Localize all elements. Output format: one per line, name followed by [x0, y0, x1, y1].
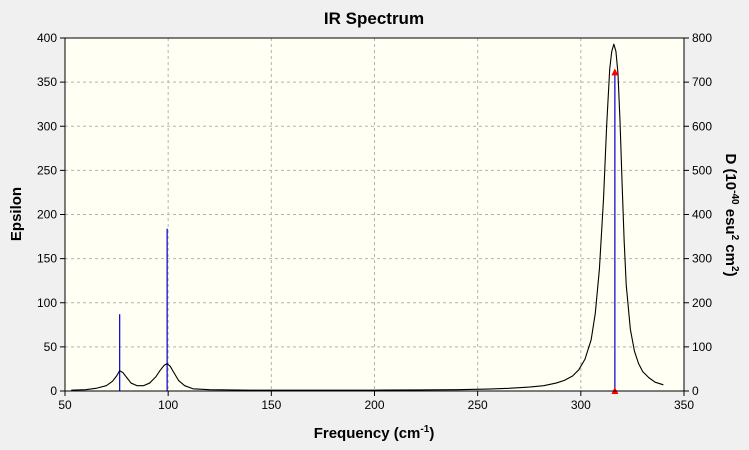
y2-tick-label: 100 — [692, 340, 712, 354]
x-axis-label: Frequency (cm-1) — [314, 424, 435, 442]
chart-title: IR Spectrum — [324, 9, 424, 28]
y2-label-prefix: D (10 — [722, 153, 739, 190]
y-tick-label: 200 — [37, 208, 57, 222]
y2-tick-label: 0 — [692, 384, 699, 398]
y2-axis-label: D (10-40 esu2 cm2) — [722, 153, 740, 276]
y2-tick-label: 500 — [692, 163, 712, 177]
x-tick-label: 300 — [571, 398, 591, 412]
plot-frame — [64, 37, 685, 392]
y-tick-label: 100 — [37, 296, 57, 310]
x-axis-label-text: Frequency — [314, 425, 391, 442]
y2-tick-label: 700 — [692, 75, 712, 89]
y2-tick-label: 400 — [692, 208, 712, 222]
peak-marker — [611, 68, 619, 76]
x-tick-label: 350 — [674, 398, 694, 412]
y2-tick-label: 600 — [692, 119, 712, 133]
y-tick-label: 150 — [37, 252, 57, 266]
y-tick-label: 350 — [37, 75, 57, 89]
x-axis-unit: (cm — [394, 425, 421, 442]
y2-tick-label: 800 — [692, 31, 712, 45]
y2-label-mid2: cm — [722, 240, 739, 266]
x-tick-label: 150 — [261, 398, 281, 412]
y2-label-close: ) — [722, 272, 739, 277]
y2-label-mid: esu — [722, 205, 739, 235]
y-tick-label: 250 — [37, 163, 57, 177]
x-tick-label: 50 — [58, 398, 72, 412]
x-tick-label: 100 — [158, 398, 178, 412]
y-tick-label: 300 — [37, 119, 57, 133]
y-tick-label: 400 — [37, 31, 57, 45]
y2-tick-label: 300 — [692, 252, 712, 266]
x-tick-label: 250 — [468, 398, 488, 412]
x-axis-unit-exp: -1 — [420, 424, 429, 435]
y-axis-label: Epsilon — [8, 187, 25, 241]
y2-label-exp2: 2 — [729, 235, 740, 241]
y-tick-label: 50 — [44, 340, 58, 354]
x-tick-label: 200 — [364, 398, 384, 412]
axes: 50 100 150 200 250 300 35005010015020025030035… — [37, 31, 712, 412]
y2-label-exp1: -40 — [729, 190, 740, 205]
x-axis-unit-close: ) — [429, 425, 434, 442]
y2-label-exp3: 2 — [729, 266, 740, 272]
grid-lines — [65, 38, 684, 391]
y-tick-label: 0 — [50, 384, 57, 398]
y2-tick-label: 200 — [692, 296, 712, 310]
series — [71, 43, 664, 394]
spectrum-curve — [71, 43, 664, 391]
